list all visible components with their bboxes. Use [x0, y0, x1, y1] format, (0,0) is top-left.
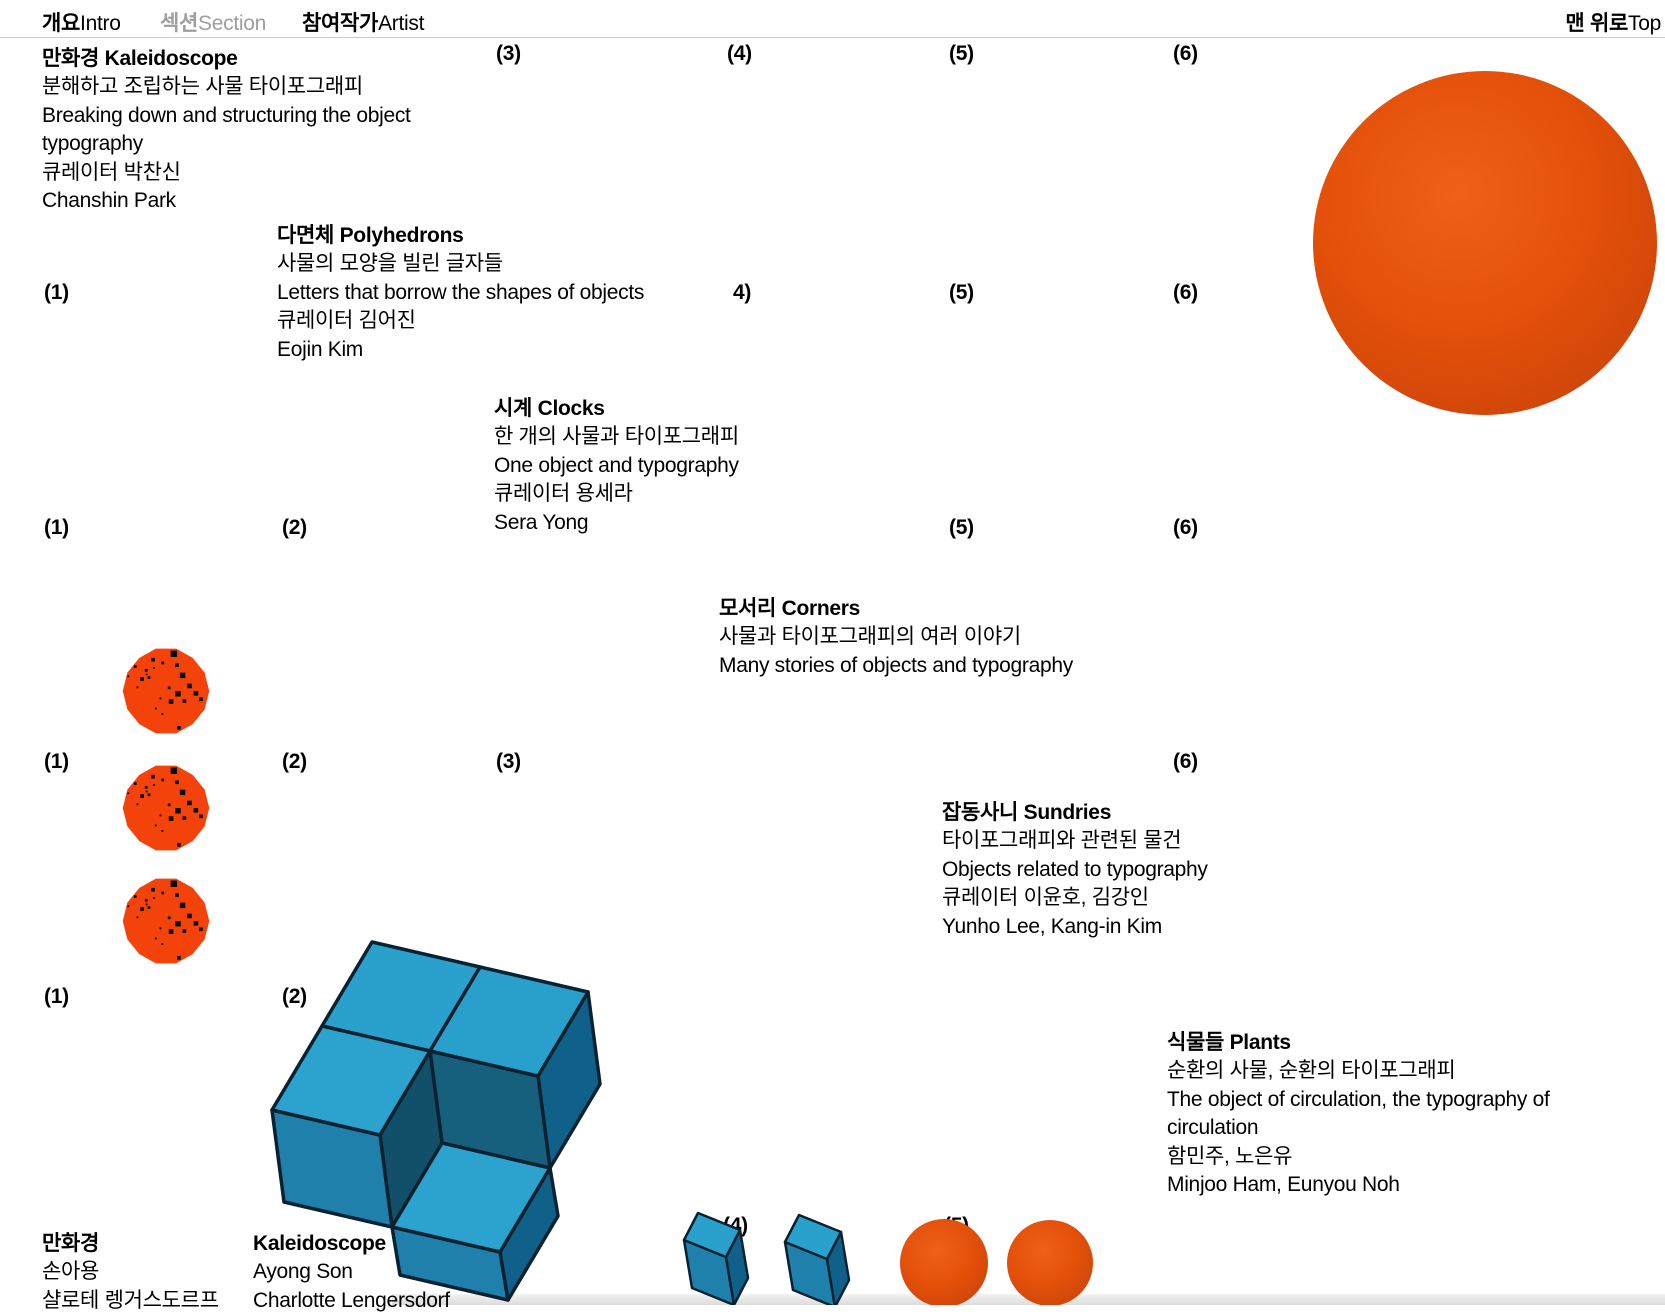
artist-name[interactable]: 샬로테 렝거스도르프	[42, 1288, 219, 1312]
section-marker-1[interactable]: (1)	[44, 985, 69, 1008]
section-line: 분해하고 조립하는 사물 타이포그래피	[42, 75, 363, 99]
section-line: Yunho Lee, Kang-in Kim	[942, 914, 1162, 938]
nav-item-intro[interactable]: 개요Intro	[42, 7, 121, 37]
section-title[interactable]: 만화경 Kaleidoscope	[42, 47, 238, 70]
section-marker-1[interactable]: (1)	[44, 516, 69, 539]
back-to-top-link[interactable]: 맨 위로Top	[1565, 12, 1661, 35]
nav-artist-korean: 참여작가	[302, 12, 379, 35]
section-marker-6[interactable]: (6)	[1173, 516, 1198, 539]
section-marker-3[interactable]: (3)	[496, 750, 521, 773]
section-line: circulation	[1167, 1116, 1259, 1140]
section-marker-1[interactable]: (1)	[44, 750, 69, 773]
section-line: 타이포그래피와 관련된 물건	[942, 829, 1182, 853]
section-line: 큐레이터 김어진	[277, 309, 416, 333]
section-line: 순환의 사물, 순환의 타이포그래피	[1167, 1059, 1456, 1083]
artist-name[interactable]: 손아용	[42, 1260, 100, 1284]
section-line: 큐레이터 이윤호, 김강인	[942, 886, 1149, 910]
section-line: Many stories of objects and typography	[719, 653, 1073, 677]
artist-name[interactable]: Charlotte Lengersdorf	[253, 1288, 450, 1312]
section-block-sundries: 잡동사니 Sundries 타이포그래피와 관련된 물건 Objects rel…	[942, 799, 1208, 941]
nav-item-artist[interactable]: 참여작가Artist	[302, 7, 424, 37]
nav-section-english: Section	[198, 12, 266, 35]
section-title[interactable]: 식물들 Plants	[1167, 1031, 1291, 1054]
small-orange-spheres[interactable]	[895, 1215, 1105, 1305]
section-marker-2[interactable]: (2)	[282, 985, 307, 1008]
section-line: 한 개의 사물과 타이포그래피	[494, 425, 739, 449]
orange-dotted-sphere-stack[interactable]	[118, 643, 218, 968]
section-line: The object of circulation, the typograph…	[1167, 1087, 1550, 1111]
section-line: Eojin Kim	[277, 337, 363, 361]
section-line: typography	[42, 132, 143, 156]
section-title[interactable]: 잡동사니 Sundries	[942, 801, 1112, 824]
section-title[interactable]: 시계 Clocks	[494, 397, 605, 420]
nav-artist-english: Artist	[378, 12, 425, 35]
section-marker-5[interactable]: (5)	[949, 281, 974, 304]
nav-section-korean: 섹션	[160, 12, 199, 35]
section-line: Chanshin Park	[42, 189, 176, 213]
section-line: Objects related to typography	[942, 857, 1208, 881]
nav-intro-english: Intro	[80, 12, 121, 35]
artist-list-english: Kaleidoscope Ayong Son Charlotte Lengers…	[253, 1230, 450, 1315]
artist-name[interactable]: Ayong Son	[253, 1260, 353, 1284]
nav-item-section[interactable]: 섹션Section	[160, 7, 266, 37]
section-marker-5[interactable]: (5)	[949, 516, 974, 539]
section-line: Breaking down and structuring the object	[42, 103, 411, 127]
artist-list-title[interactable]: 만화경	[42, 1232, 100, 1255]
section-line: 큐레이터 용세라	[494, 482, 633, 506]
section-block-polyhedrons: 다면체 Polyhedrons 사물의 모양을 빌린 글자들 Letters t…	[277, 222, 644, 364]
section-line: One object and typography	[494, 453, 739, 477]
section-marker-2[interactable]: (2)	[282, 750, 307, 773]
section-line: 큐레이터 박찬신	[42, 160, 181, 184]
section-line: Letters that borrow the shapes of object…	[277, 280, 645, 304]
section-title[interactable]: 모서리 Corners	[719, 597, 861, 620]
section-marker-3[interactable]: (3)	[496, 42, 521, 65]
section-marker-6[interactable]: (6)	[1173, 750, 1198, 773]
section-marker-1[interactable]: (1)	[44, 281, 69, 304]
section-block-plants: 식물들 Plants 순환의 사물, 순환의 타이포그래피 The object…	[1167, 1029, 1550, 1199]
nav-intro-korean: 개요	[42, 12, 81, 35]
top-nav-bar: 개요Intro 섹션Section 참여작가Artist 맨 위로Top	[0, 0, 1665, 38]
section-marker-6[interactable]: (6)	[1173, 281, 1198, 304]
section-block-clocks: 시계 Clocks 한 개의 사물과 타이포그래피 One object and…	[494, 395, 739, 537]
large-orange-sphere[interactable]	[1308, 63, 1664, 423]
artist-list-korean: 만화경 손아용 샬로테 렝거스도르프	[42, 1230, 219, 1315]
section-marker-2[interactable]: (2)	[282, 516, 307, 539]
artist-list-title[interactable]: Kaleidoscope	[253, 1232, 386, 1255]
section-line: Sera Yong	[494, 510, 589, 534]
small-blue-cubes[interactable]	[675, 1205, 860, 1305]
section-line: 함민주, 노은유	[1167, 1144, 1293, 1168]
section-marker-5[interactable]: (5)	[949, 42, 974, 65]
section-marker-4[interactable]: (4)	[727, 42, 752, 65]
section-line: 사물의 모양을 빌린 글자들	[277, 252, 503, 276]
section-block-kaleidoscope: 만화경 Kaleidoscope 분해하고 조립하는 사물 타이포그래피 Bre…	[42, 45, 411, 215]
section-block-corners: 모서리 Corners 사물과 타이포그래피의 여러 이야기 Many stor…	[719, 595, 1073, 680]
section-title[interactable]: 다면체 Polyhedrons	[277, 224, 464, 247]
section-line: Minjoo Ham, Eunyou Noh	[1167, 1173, 1400, 1197]
blue-cube-cluster[interactable]	[260, 930, 610, 1305]
section-line: 사물과 타이포그래피의 여러 이야기	[719, 625, 1021, 649]
section-marker-4[interactable]: 4)	[733, 281, 752, 304]
section-marker-6[interactable]: (6)	[1173, 42, 1198, 65]
